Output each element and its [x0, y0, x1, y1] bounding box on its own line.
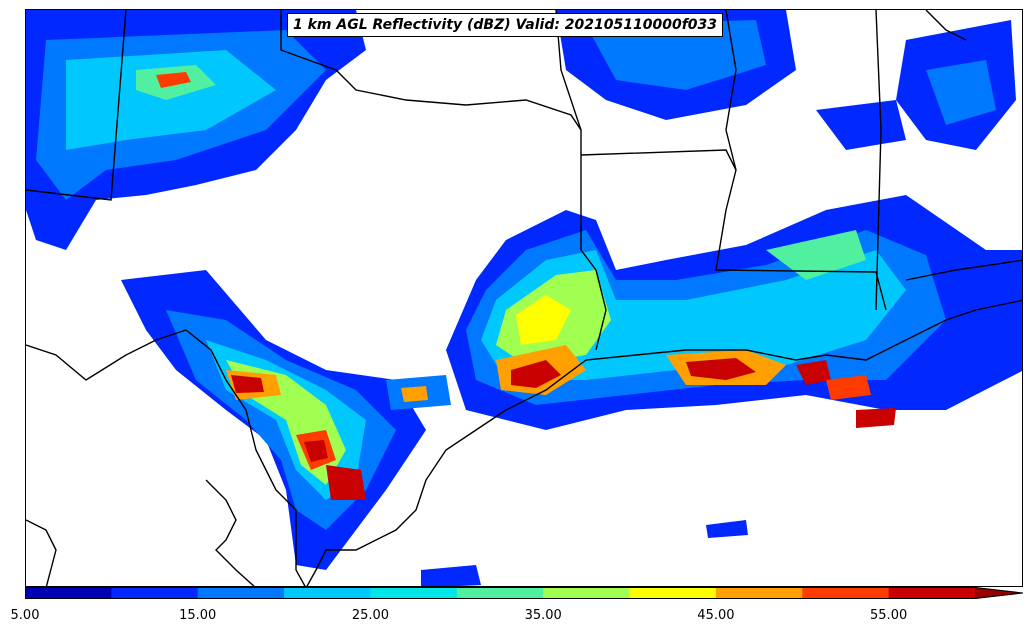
- colorbar-outline: [25, 587, 1023, 599]
- colorbar-segment: [284, 587, 371, 599]
- reflectivity-field: [26, 10, 1022, 586]
- geographic-boundaries: [26, 10, 1022, 586]
- colorbar-segment: [111, 587, 199, 599]
- colorbar: [25, 587, 1023, 599]
- colorbar-tick-label: 35.00: [524, 608, 562, 623]
- colorbar-segment: [629, 587, 717, 599]
- colorbar-tick-label: 5.00: [10, 608, 40, 623]
- state-border-mississippi: [875, 10, 882, 311]
- colorbar-extend-arrow: [975, 587, 1023, 599]
- colorbar-segment: [802, 587, 890, 599]
- colorbar-segment: [197, 587, 285, 599]
- state-border-arkansas-louisiana: [580, 149, 887, 311]
- colorbar-tick-label: 25.00: [351, 608, 390, 623]
- colorbar-segment: [370, 587, 458, 599]
- colorbar-tick-label: 55.00: [870, 608, 908, 623]
- colorbar-segment: [888, 587, 976, 599]
- state-border-sabine: [580, 249, 607, 351]
- colorbar-segment: [456, 587, 544, 599]
- reflectivity-map: [26, 10, 1022, 586]
- map-panel: [25, 9, 1023, 587]
- colorbar-tick-label: 15.00: [179, 608, 217, 623]
- state-border-new-mexico: [26, 10, 127, 201]
- gulf-coastline: [306, 299, 1022, 586]
- state-border-red-river: [280, 10, 582, 250]
- colorbar-segment: [715, 587, 803, 599]
- colorbar-segment: [543, 587, 631, 599]
- colorbar-tick-label: 45.00: [697, 608, 735, 623]
- mississippi-river: [725, 10, 737, 171]
- map-title: 1 km AGL Reflectivity (dBZ) Valid: 20210…: [287, 13, 724, 37]
- rio-grande-border: [26, 329, 306, 586]
- colorbar-segment: [25, 587, 112, 599]
